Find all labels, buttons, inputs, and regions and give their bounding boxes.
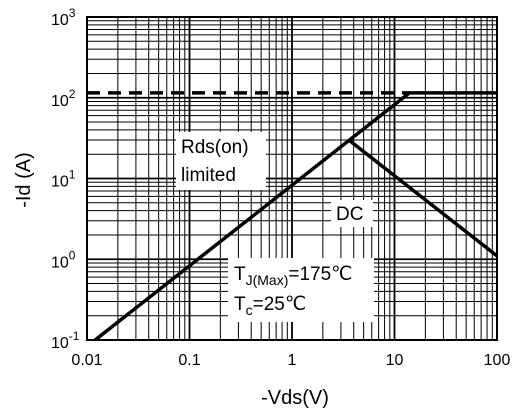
y-tick-label: 102 (51, 87, 76, 110)
x-tick-label: 0.1 (178, 352, 200, 369)
y-axis-title: -Id (A) (13, 152, 35, 208)
rds-label-line1: Rds(on) (181, 137, 249, 158)
y-tick-label: 101 (51, 168, 76, 191)
y-tick-label: 103 (51, 6, 76, 29)
x-tick-label: 100 (484, 352, 511, 369)
rds-label-line2: limited (181, 165, 236, 186)
x-axis-title: -Vds(V) (261, 387, 329, 409)
tj-max-label: TJ(Max)=175℃ (234, 264, 353, 288)
y-tick-label: 100 (51, 248, 76, 271)
dc-label: DC (336, 204, 363, 225)
x-tick-label: 0.01 (71, 352, 102, 369)
y-tick-labels: 10-1 100 101 102 103 (51, 6, 80, 352)
dc-label-box (331, 200, 373, 227)
tc-label: Tc=25℃ (234, 294, 306, 318)
series-line-2 (94, 91, 497, 342)
series-group (87, 91, 499, 342)
plot-frame (86, 16, 498, 341)
x-tick-labels: 0.01 0.1 1 10 100 (71, 352, 510, 369)
series-line-3 (349, 139, 499, 258)
rds-label-box (176, 132, 266, 190)
x-tick-label: 10 (386, 352, 404, 369)
y-tick-label: 10-1 (51, 329, 80, 352)
x-tick-label: 1 (288, 352, 297, 369)
conditions-label-box (228, 258, 374, 322)
